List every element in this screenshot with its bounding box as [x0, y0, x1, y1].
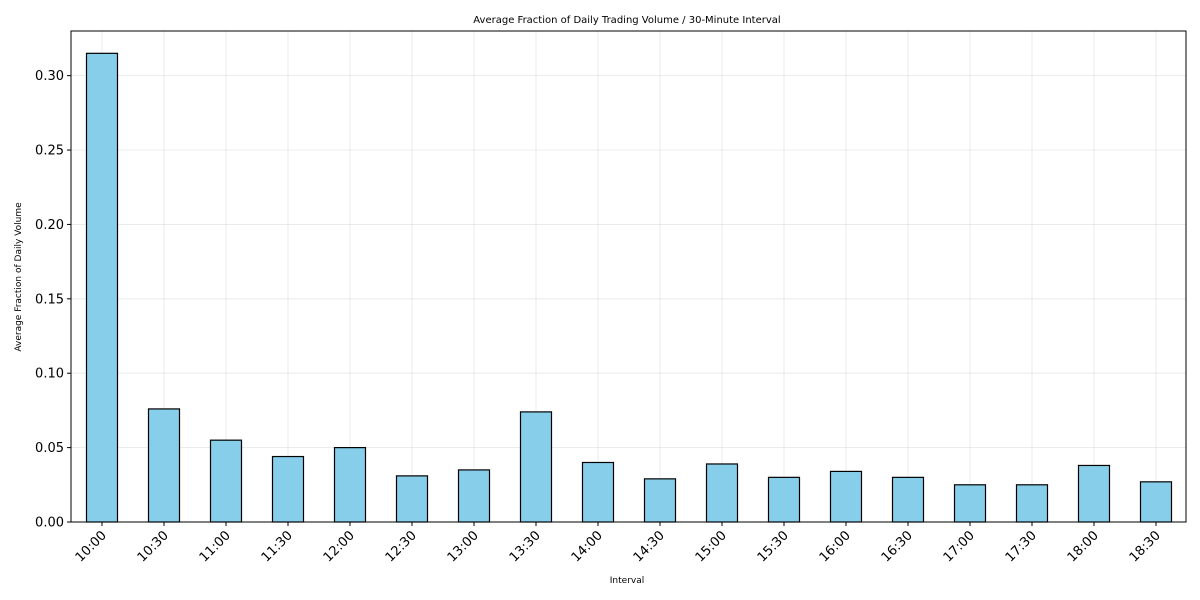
x-tick-label: 13:00 [445, 528, 482, 565]
x-tick-label: 16:00 [817, 528, 854, 565]
bar-1200 [333, 447, 367, 523]
bar-1530 [767, 476, 801, 523]
x-axis-label: Interval [610, 576, 644, 586]
x-tick-label: 17:30 [1003, 528, 1040, 565]
bar-1830 [1139, 481, 1173, 523]
x-tick-label: 14:00 [569, 528, 606, 565]
x-tick-label: 10:30 [135, 528, 172, 565]
x-tick-label: 18:00 [1065, 528, 1102, 565]
bar-1730 [1015, 484, 1049, 523]
y-tick-label: 0.10 [35, 367, 64, 382]
bar-1430 [643, 478, 677, 523]
bar-1100 [209, 439, 243, 523]
bar-1130 [271, 455, 305, 523]
bar-1600 [829, 470, 863, 523]
y-tick-label: 0.20 [35, 218, 64, 233]
x-tick-label: 17:00 [941, 528, 978, 565]
y-tick-label: 0.00 [35, 516, 64, 531]
bar-1700 [953, 484, 987, 523]
bar-1030 [147, 408, 181, 523]
chart-title: Average Fraction of Daily Trading Volume… [473, 15, 780, 26]
x-tick-label: 13:30 [507, 528, 544, 565]
bar-1800 [1077, 464, 1111, 523]
x-tick-label: 16:30 [879, 528, 916, 565]
bars [85, 52, 1173, 523]
plot-area-frame [70, 30, 1187, 523]
y-tick-label: 0.30 [35, 69, 64, 84]
x-tick-label: 10:00 [73, 528, 110, 565]
x-tick-label: 15:00 [693, 528, 730, 565]
x-tick-label: 11:30 [259, 528, 296, 565]
y-tick-label: 0.15 [35, 292, 64, 307]
bar-1500 [705, 463, 739, 523]
x-tick-label: 12:00 [321, 528, 358, 565]
x-tick-label: 18:30 [1127, 528, 1164, 565]
x-tick-label: 14:30 [631, 528, 668, 565]
x-tick-label: 15:30 [755, 528, 792, 565]
bar-1330 [519, 411, 553, 523]
bar-1630 [891, 476, 925, 523]
bar-1230 [395, 475, 429, 523]
y-axis-label: Average Fraction of Daily Volume [14, 202, 24, 352]
bar-1400 [581, 461, 615, 523]
bar-1000 [85, 52, 119, 523]
x-tick-label: 12:30 [383, 528, 420, 565]
y-axis: 0.00 0.05 0.10 0.15 0.20 0.25 0.30 [35, 69, 71, 531]
y-tick-label: 0.05 [35, 441, 64, 456]
grid [71, 31, 1186, 523]
x-axis: 10:00 10:30 11:00 11:30 12:00 12:30 13:00 13:30… [73, 522, 1164, 565]
y-tick-label: 0.25 [35, 144, 64, 159]
x-tick-label: 11:00 [197, 528, 234, 565]
bar-1300 [457, 469, 491, 523]
